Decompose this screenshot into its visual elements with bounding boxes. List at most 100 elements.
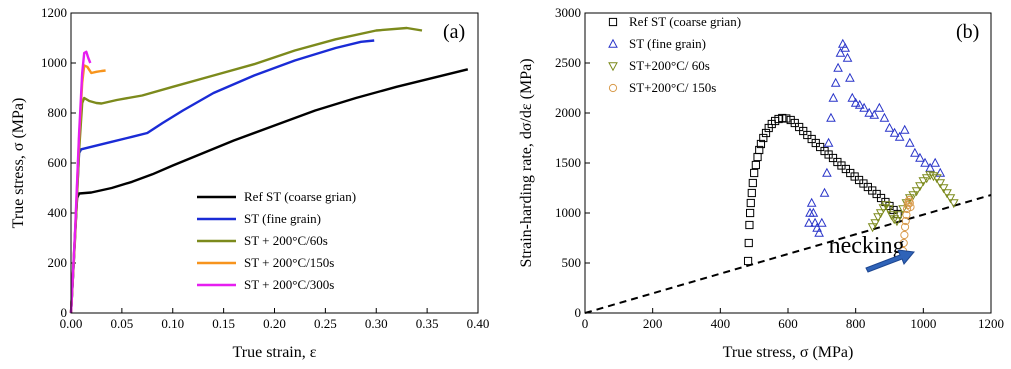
chart-a-x-tick-label: 0.15 [212, 316, 235, 331]
chart-b-point [899, 124, 910, 134]
chart-b-point [915, 182, 925, 192]
chart-b-point [874, 102, 885, 112]
chart-a-series-line-4 [69, 50, 92, 314]
chart-a-legend-label: ST (fine grain) [244, 211, 321, 226]
chart-b-point [759, 133, 768, 143]
chart-b-y-tick-label: 0 [575, 305, 582, 320]
chart-b-necking-line [584, 194, 992, 314]
chart-b-point [899, 238, 908, 248]
chart-b-series-0 [743, 113, 902, 266]
chart-a-x-tick-label: 0.10 [161, 316, 184, 331]
chart-b-point [816, 217, 827, 227]
chart-b-point [910, 147, 920, 157]
chart-a-legend-label: ST + 200°C/150s [244, 255, 334, 270]
chart-a-x-tick-label: 0.35 [416, 316, 439, 331]
chart-a-legend: Ref ST (coarse grian) ST (fine grain) ST +… [197, 189, 356, 292]
chart-b-point [942, 189, 952, 199]
chart-b-y-axis-label: Strain-harding rate, dσ/dε (MPa) [518, 58, 535, 267]
chart-b-point [835, 47, 846, 57]
chart-b-point [918, 177, 929, 187]
chart-a-x-tick-label: 0.20 [263, 316, 286, 331]
chart-a-legend-label: Ref ST (coarse grian) [244, 189, 356, 204]
chart-b-point [804, 217, 814, 227]
chart-b-point [901, 216, 910, 226]
chart-b-point [746, 198, 755, 208]
chart-b-point [751, 160, 760, 170]
chart-b-point [810, 217, 820, 227]
chart-b-y-tick-label: 3000 [555, 5, 581, 20]
chart-b-point [875, 209, 886, 219]
chart-b-x-tick-label: 800 [846, 316, 866, 331]
chart-b-point [743, 256, 753, 266]
chart-b-frame [584, 12, 992, 314]
chart-b-point [746, 208, 755, 218]
chart-b-x-tick-label: 600 [778, 316, 798, 331]
chart-b-point [905, 198, 914, 208]
chart-a-legend-label: ST + 200°C/60s [244, 233, 328, 248]
chart-b-legend-label: ST (fine grain) [629, 36, 706, 51]
chart-b-point [892, 217, 902, 227]
chart-b-point [889, 127, 900, 137]
chart-b-point [747, 188, 756, 198]
chart-a-y-axis-label: True stress, σ (MPa) [10, 98, 27, 229]
chart-a-series-line-2 [69, 26, 423, 314]
chart-b-point [744, 238, 753, 248]
chart-b-point [814, 227, 824, 237]
chart-b-point [938, 184, 949, 194]
chart-b-point [894, 211, 905, 221]
chart-b-point [911, 187, 922, 197]
chart-b-point [869, 109, 880, 119]
chart-b-point [859, 102, 869, 112]
chart-b-point [945, 194, 956, 204]
chart-b-necking-annotation: necking [829, 233, 905, 259]
chart-b-ticks: 0 200 400 600 800 1000 1200 0 500 1000 1500 2000 250… [555, 5, 1004, 331]
chart-b-y-tick-label: 2000 [555, 105, 581, 120]
chart-b-x-tick-label: 1000 [910, 316, 936, 331]
chart-b-point [753, 152, 762, 162]
chart-b-necking-arrow [865, 249, 915, 273]
chart-b-point [867, 223, 878, 233]
chart-b-point [906, 202, 915, 212]
chart-b-y-tick-label: 2500 [555, 55, 581, 70]
chart-b-legend: Ref ST (coarse grian) ST (fine grain) ST+2… [608, 14, 741, 95]
chart-b-point [925, 162, 935, 172]
chart-b-point [812, 222, 822, 232]
chart-b-point [828, 92, 839, 102]
chart-a-x-tick-label: 0.05 [111, 316, 134, 331]
chart-b-point [935, 179, 946, 189]
chart-b-point [845, 72, 855, 82]
chart-b-legend-marker [608, 38, 618, 48]
chart-b-x-tick-label: 0 [582, 316, 589, 331]
chart-b-y-tick-label: 1500 [555, 155, 581, 170]
chart-b-legend-marker [608, 83, 618, 93]
chart-b-point [928, 172, 939, 182]
chart-b-point [873, 213, 883, 223]
chart-a-y-tick-label: 1200 [41, 5, 67, 20]
chart-a-x-axis-label: True strain, ε [233, 344, 317, 361]
chart-b-point [842, 52, 853, 62]
chart-b-point [903, 200, 912, 210]
arrow-icon [865, 249, 915, 273]
chart-b-point [932, 174, 942, 184]
chart-b-point [870, 219, 881, 229]
chart-b-x-tick-label: 400 [711, 316, 731, 331]
chart-b-point [806, 197, 817, 207]
chart-b-point [900, 230, 909, 240]
chart-a: 0.00 0.05 0.10 0.15 0.20 0.25 0.30 0.35 0.40 0 200… [10, 5, 489, 361]
chart-b-legend-marker [608, 62, 618, 72]
chart-a-y-tick-label: 0 [61, 305, 68, 320]
chart-b-point [908, 191, 919, 201]
chart-b-point [748, 178, 757, 188]
chart-b-point [756, 139, 766, 149]
chart-b-point [837, 38, 848, 48]
chart-b-legend-label: ST+200°C/ 60s [629, 58, 710, 73]
chart-b-series-2 [867, 171, 959, 233]
chart-b-point [921, 174, 932, 184]
chart-b-point [826, 112, 836, 122]
chart-b-point [823, 137, 834, 147]
chart-a-frame [70, 12, 479, 314]
chart-b-series [743, 38, 959, 266]
chart-b-point [930, 157, 941, 167]
chart-b-point [920, 157, 930, 167]
chart-b-point [808, 207, 819, 217]
